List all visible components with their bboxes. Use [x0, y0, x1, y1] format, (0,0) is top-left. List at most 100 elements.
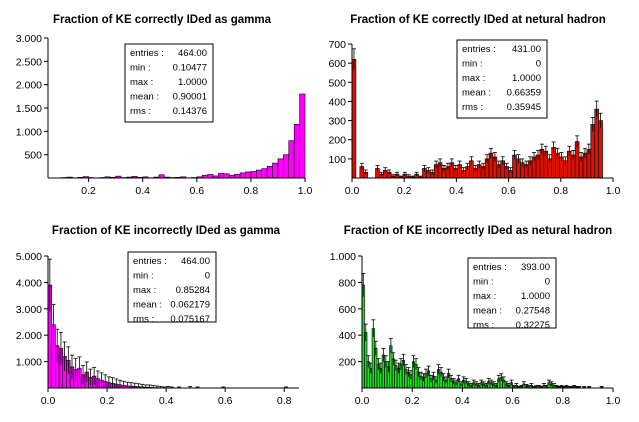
- stat-label-max: max :: [133, 285, 156, 296]
- x-tick-label: 0.8: [277, 395, 292, 407]
- stats-box-frame: [467, 257, 557, 329]
- chart-4-plot: 0.0 0.2 0.4 0.6 0.8 1.0 200 400 600 800 1.000 entri…: [330, 251, 621, 407]
- y-tick-label: 600: [328, 58, 346, 70]
- x-tick-label: 0.8: [244, 185, 259, 197]
- chart-4: Fraction of KE incorrectly IDed as netur…: [330, 225, 621, 407]
- stat-label-min: min :: [462, 59, 483, 70]
- histogram-bar: [239, 172, 246, 179]
- histogram-bar: [351, 59, 357, 179]
- stat-label-rms: rms :: [473, 320, 494, 331]
- histogram-bar: [277, 158, 284, 179]
- histogram-bar: [371, 328, 375, 389]
- stat-value-min: 0: [205, 271, 210, 282]
- chart-4-title: Fraction of KE incorrectly IDed as netur…: [344, 225, 612, 237]
- stat-value-mean: 0.27548: [516, 306, 550, 317]
- y-tick-label: 1.000: [330, 251, 356, 263]
- stat-label-mean: mean :: [133, 300, 162, 311]
- y-tick-label: 3.000: [16, 304, 42, 316]
- histogram-bar: [234, 173, 241, 179]
- histogram-bar: [266, 166, 273, 179]
- stat-label-rms: rms :: [130, 106, 151, 117]
- histogram-bar: [272, 162, 279, 179]
- y-tick-label: 5.000: [16, 251, 42, 263]
- stat-label-mean: mean :: [462, 88, 491, 99]
- histogram-bar: [250, 171, 257, 179]
- chart-2: Fraction of KE correctly IDed at netural…: [328, 14, 620, 197]
- x-tick-label: 0.6: [218, 395, 233, 407]
- stat-value-max: 0.85284: [176, 285, 210, 296]
- stats-box-frame: [124, 43, 214, 123]
- x-tick-label: 0.6: [501, 185, 516, 197]
- stat-value-entries: 393.00: [521, 262, 550, 273]
- y-tick-label: 2.000: [16, 330, 42, 342]
- chart-3: Fraction of KE incorrectly IDed as gamma…: [16, 225, 299, 407]
- y-tick-label: 1.000: [16, 357, 42, 369]
- chart-3-stats-box: entries : 464.00 min : 0 max : 0.85284 mean : 0…: [127, 251, 217, 325]
- y-tick-label: 2.000: [16, 80, 42, 92]
- chart-3-plot: 0.0 0.2 0.4 0.6 0.8 1.000 2.000 3.000 4.000 5.000…: [16, 251, 299, 407]
- chart-3-bars: [47, 258, 289, 389]
- x-tick-label: 0.2: [397, 185, 412, 197]
- x-tick-label: 1.0: [298, 185, 313, 197]
- x-tick-label: 0.4: [159, 395, 174, 407]
- y-tick-label: 700: [328, 39, 346, 51]
- stat-label-entries: entries :: [130, 48, 164, 59]
- chart-2-title: Fraction of KE correctly IDed at netural…: [350, 14, 606, 26]
- y-tick-label: 400: [338, 330, 356, 342]
- stat-label-min: min :: [473, 277, 494, 288]
- histogram-bar: [288, 140, 295, 179]
- stat-value-min: 0.10477: [173, 63, 207, 74]
- chart-2-plot: 0.0 0.2 0.4 0.6 0.8 1.0 100 200 300 400 500 600 700 e…: [328, 39, 620, 197]
- stats-box-frame: [456, 39, 548, 119]
- stat-value-mean: 0.062179: [170, 300, 210, 311]
- stat-value-rms: 0.14376: [173, 106, 207, 117]
- y-tick-label: 100: [328, 154, 346, 166]
- x-tick-label: 0.8: [553, 185, 568, 197]
- histogram-bar: [261, 168, 268, 179]
- x-tick-label: 0.4: [455, 395, 470, 407]
- x-tick-label: 0.4: [449, 185, 464, 197]
- histogram-bar: [283, 154, 290, 179]
- stat-value-entries: 431.00: [512, 44, 541, 55]
- histogram-bar: [293, 124, 300, 179]
- x-tick-label: 0.4: [135, 185, 150, 197]
- y-tick-label: 4.000: [16, 277, 42, 289]
- stat-label-entries: entries :: [133, 256, 167, 267]
- x-tick-label: 1.0: [606, 185, 621, 197]
- stat-label-entries: entries :: [462, 44, 496, 55]
- histogram-bar: [218, 173, 225, 179]
- histogram-bar: [207, 174, 214, 179]
- stat-label-min: min :: [133, 271, 154, 282]
- x-tick-label: 0.2: [81, 185, 96, 197]
- histogram-bar: [594, 108, 599, 179]
- stat-label-mean: mean :: [473, 306, 502, 317]
- stat-value-entries: 464.00: [178, 48, 207, 59]
- chart-1-plot: 0.2 0.4 0.6 0.8 1.0 500 1.000 1.500 2.000 2.500 3.…: [16, 33, 313, 197]
- stat-value-rms: 0.32275: [516, 320, 550, 331]
- y-tick-label: 200: [328, 135, 346, 147]
- y-tick-label: 2.500: [16, 56, 42, 68]
- x-tick-label: 0.0: [355, 395, 370, 407]
- y-tick-label: 500: [328, 77, 346, 89]
- y-tick-label: 3.000: [16, 33, 42, 45]
- x-tick-label: 0.2: [100, 395, 115, 407]
- histogram-bar: [245, 171, 252, 179]
- chart-3-title: Fraction of KE incorrectly IDed as gamma: [52, 225, 281, 237]
- chart-1-stats-box: entries : 464.00 min : 0.10477 max : 1.0000 me…: [124, 43, 214, 123]
- histogram-bar: [590, 124, 596, 179]
- chart-1-title: Fraction of KE correctly IDed as gamma: [53, 14, 272, 26]
- y-tick-label: 200: [338, 357, 356, 369]
- chart-4-bars: [361, 273, 604, 389]
- histogram-bar: [299, 93, 306, 179]
- y-tick-label: 800: [338, 277, 356, 289]
- y-tick-label: 600: [338, 304, 356, 316]
- stat-value-mean: 0.66359: [507, 88, 541, 99]
- histogram-bar: [256, 169, 263, 179]
- stat-label-entries: entries :: [473, 262, 507, 273]
- stat-label-max: max :: [462, 73, 485, 84]
- stat-value-min: 0: [536, 59, 541, 70]
- stat-value-max: 1.0000: [512, 73, 541, 84]
- chart-2-stats-box: entries : 431.00 min : 0 max : 1.0000 mean : 0.…: [456, 39, 548, 119]
- chart-4-stats-box: entries : 393.00 min : 0 max : 1.0000 mean : 0.…: [467, 257, 557, 331]
- stat-label-min: min :: [130, 63, 151, 74]
